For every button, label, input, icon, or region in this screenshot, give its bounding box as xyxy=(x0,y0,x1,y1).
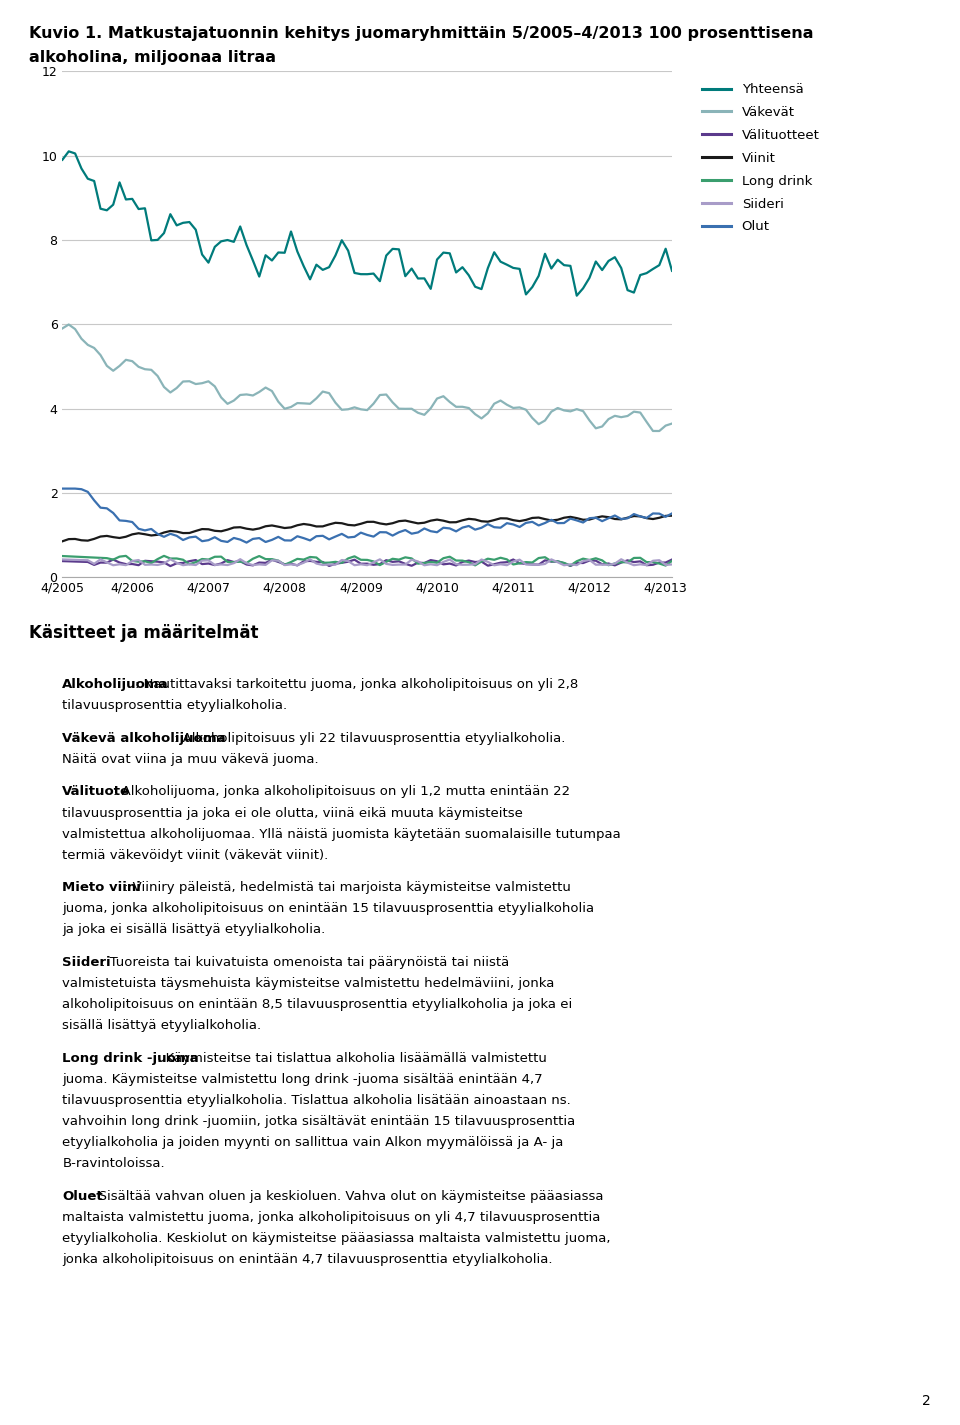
Text: maltaista valmistettu juoma, jonka alkoholipitoisuus on yli 4,7 tilavuusprosentt: maltaista valmistettu juoma, jonka alkoh… xyxy=(62,1211,601,1224)
Text: ja joka ei sisällä lisättyä etyylialkoholia.: ja joka ei sisällä lisättyä etyylialkoho… xyxy=(62,923,325,936)
Text: Mieto viini: Mieto viini xyxy=(62,881,141,895)
Text: tilavuusprosenttia etyylialkoholia. Tislattua alkoholia lisätään ainoastaan ns.: tilavuusprosenttia etyylialkoholia. Tisl… xyxy=(62,1094,571,1107)
Legend: Yhteensä, Väkevät, Välituotteet, Viinit, Long drink, Siideri, Olut: Yhteensä, Väkevät, Välituotteet, Viinit,… xyxy=(697,78,825,239)
Text: Siideri: Siideri xyxy=(62,956,111,969)
Text: alkoholipitoisuus on enintään 8,5 tilavuusprosenttia etyylialkoholia ja joka ei: alkoholipitoisuus on enintään 8,5 tilavu… xyxy=(62,997,573,1012)
Text: : Alkoholipitoisuus yli 22 tilavuusprosenttia etyylialkoholia.: : Alkoholipitoisuus yli 22 tilavuusprose… xyxy=(174,732,565,745)
Text: Alkoholijuoma: Alkoholijuoma xyxy=(62,678,169,691)
Text: : Sisältää vahvan oluen ja keskioluen. Vahva olut on käymisteitse pääasiassa: : Sisältää vahvan oluen ja keskioluen. V… xyxy=(90,1190,604,1203)
Text: : Nautittavaksi tarkoitettu juoma, jonka alkoholipitoisuus on yli 2,8: : Nautittavaksi tarkoitettu juoma, jonka… xyxy=(134,678,578,691)
Text: : Alkoholijuoma, jonka alkoholipitoisuus on yli 1,2 mutta enintään 22: : Alkoholijuoma, jonka alkoholipitoisuus… xyxy=(112,785,569,798)
Text: sisällä lisättyä etyylialkoholia.: sisällä lisättyä etyylialkoholia. xyxy=(62,1019,261,1032)
Text: alkoholina, miljoonaa litraa: alkoholina, miljoonaa litraa xyxy=(29,50,276,66)
Text: Näitä ovat viina ja muu väkevä juoma.: Näitä ovat viina ja muu väkevä juoma. xyxy=(62,752,319,767)
Text: : Käymisteitse tai tislattua alkoholia lisäämällä valmistettu: : Käymisteitse tai tislattua alkoholia l… xyxy=(157,1052,547,1064)
Text: juoma, jonka alkoholipitoisuus on enintään 15 tilavuusprosenttia etyylialkoholia: juoma, jonka alkoholipitoisuus on enintä… xyxy=(62,902,594,915)
Text: valmistettua alkoholijuomaa. Yllä näistä juomista käytetään suomalaisille tutump: valmistettua alkoholijuomaa. Yllä näistä… xyxy=(62,828,621,841)
Text: tilavuusprosenttia etyylialkoholia.: tilavuusprosenttia etyylialkoholia. xyxy=(62,700,288,712)
Text: Käsitteet ja määritelmät: Käsitteet ja määritelmät xyxy=(29,624,258,643)
Text: tilavuusprosenttia ja joka ei ole olutta, viinä eikä muuta käymisteitse: tilavuusprosenttia ja joka ei ole olutta… xyxy=(62,807,523,819)
Text: Väkevä alkoholijuoma: Väkevä alkoholijuoma xyxy=(62,732,226,745)
Text: etyylialkoholia ja joiden myynti on sallittua vain Alkon myymälöissä ja A- ja: etyylialkoholia ja joiden myynti on sall… xyxy=(62,1136,564,1149)
Text: 2: 2 xyxy=(923,1394,931,1408)
Text: termiä väkevöidyt viinit (väkevät viinit).: termiä väkevöidyt viinit (väkevät viinit… xyxy=(62,849,328,862)
Text: Oluet: Oluet xyxy=(62,1190,103,1203)
Text: vahvoihin long drink -juomiin, jotka sisältävät enintään 15 tilavuusprosenttia: vahvoihin long drink -juomiin, jotka sis… xyxy=(62,1114,576,1129)
Text: juoma. Käymisteitse valmistettu long drink -juoma sisältää enintään 4,7: juoma. Käymisteitse valmistettu long dri… xyxy=(62,1073,543,1086)
Text: valmistetuista täysmehuista käymisteitse valmistettu hedelmäviini, jonka: valmistetuista täysmehuista käymisteitse… xyxy=(62,978,555,990)
Text: Long drink -juoma: Long drink -juoma xyxy=(62,1052,199,1064)
Text: jonka alkoholipitoisuus on enintään 4,7 tilavuusprosenttia etyylialkoholia.: jonka alkoholipitoisuus on enintään 4,7 … xyxy=(62,1253,553,1265)
Text: : Tuoreista tai kuivatuista omenoista tai päärynöistä tai niistä: : Tuoreista tai kuivatuista omenoista ta… xyxy=(102,956,510,969)
Text: Välituote: Välituote xyxy=(62,785,131,798)
Text: Kuvio 1. Matkustajatuonnin kehitys juomaryhmittäin 5/2005–4/2013 100 prosenttise: Kuvio 1. Matkustajatuonnin kehitys juoma… xyxy=(29,26,813,41)
Text: B-ravintoloissa.: B-ravintoloissa. xyxy=(62,1157,165,1170)
Text: : Viiniry päleistä, hedelmistä tai marjoista käymisteitse valmistettu: : Viiniry päleistä, hedelmistä tai marjo… xyxy=(124,881,570,895)
Text: etyylialkoholia. Keskiolut on käymisteitse pääasiassa maltaista valmistettu juom: etyylialkoholia. Keskiolut on käymisteit… xyxy=(62,1231,611,1245)
